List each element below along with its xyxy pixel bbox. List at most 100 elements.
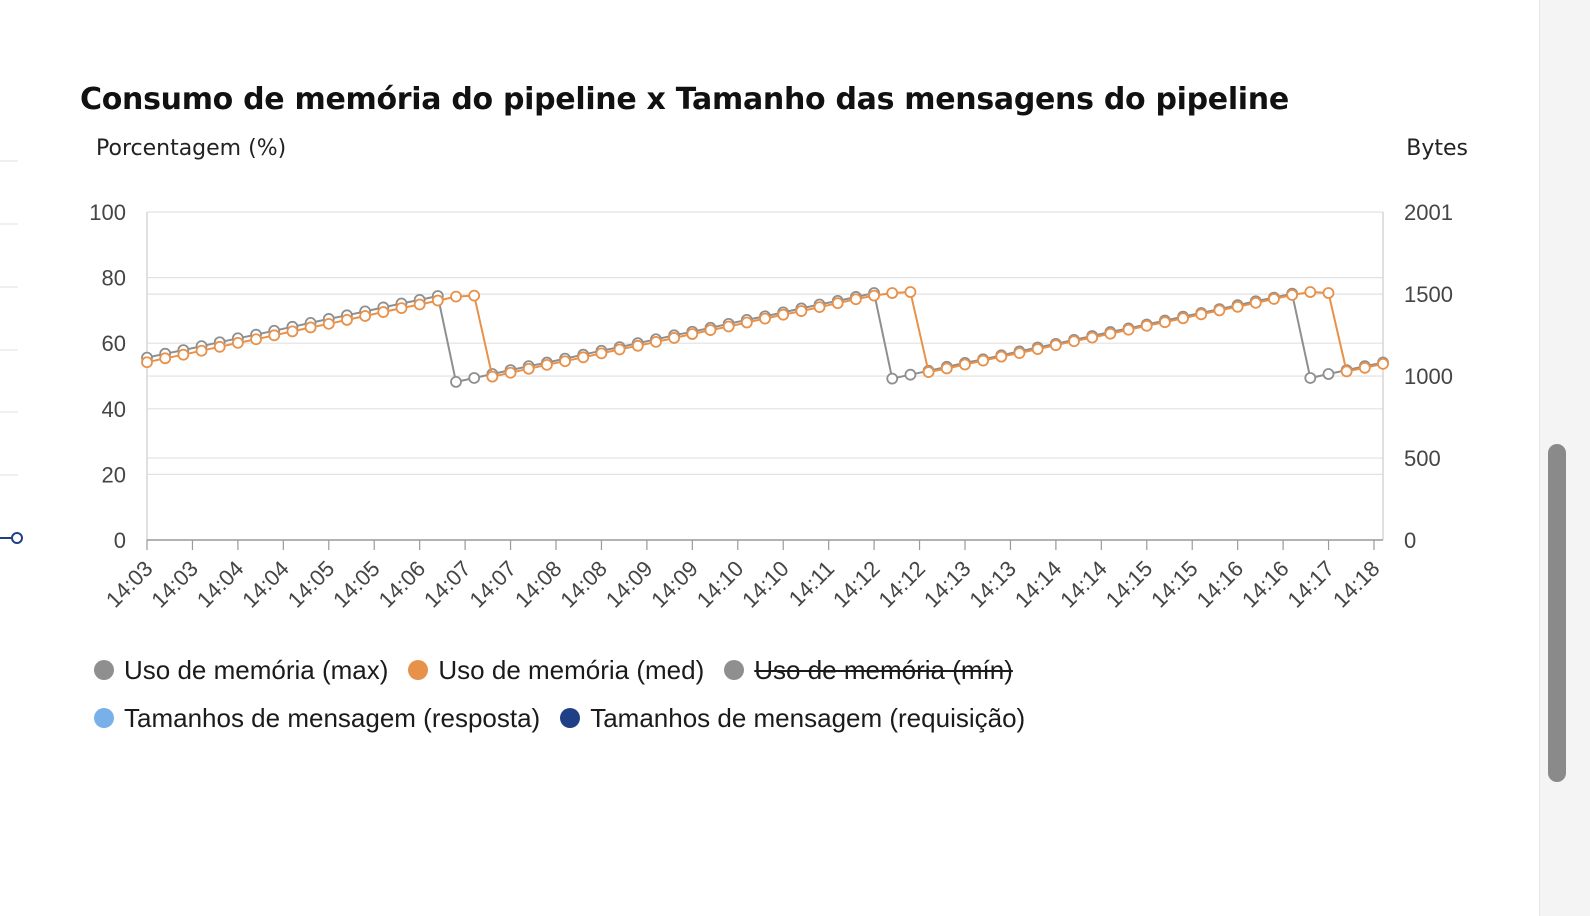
y-right-tick-label: 1000 — [1404, 364, 1453, 389]
series-point-1 — [1213, 304, 1226, 317]
x-tick-label: 14:11 — [784, 556, 839, 611]
chart-title: Consumo de memória do pipeline x Tamanho… — [80, 82, 1289, 117]
legend-item-memory-med[interactable]: Uso de memória (med) — [408, 655, 704, 686]
series-point-1 — [250, 333, 262, 346]
series-point-1 — [359, 310, 372, 322]
series-point-1 — [1158, 316, 1171, 329]
series-point-1 — [504, 366, 517, 379]
series-point-1 — [777, 308, 790, 321]
series-point-1 — [631, 339, 644, 352]
series-point-1 — [395, 302, 408, 315]
series-point-1 — [995, 350, 1008, 363]
x-tick-label: 14:16 — [1237, 556, 1294, 613]
x-tick-label: 14:06 — [374, 556, 431, 613]
series-point-1 — [1249, 296, 1262, 309]
series-point-1 — [159, 352, 172, 365]
series-point-1 — [813, 301, 826, 314]
series-point-1 — [922, 366, 935, 378]
series-point-1 — [1031, 343, 1044, 356]
series-point-1 — [286, 325, 299, 338]
x-tick-label: 14:13 — [964, 556, 1021, 613]
series-point-1 — [940, 362, 953, 375]
legend-item-message-response[interactable]: Tamanhos de mensagem (resposta) — [94, 703, 540, 734]
legend-item-message-request[interactable]: Tamanhos de mensagem (requisição) — [560, 703, 1025, 734]
legend-item-memory-max[interactable]: Uso de memória (max) — [94, 655, 388, 686]
series-lines — [141, 286, 1389, 388]
series-point-1 — [468, 289, 481, 302]
series-point-1 — [977, 354, 990, 367]
series-point-1 — [413, 298, 426, 311]
series-point-1 — [904, 286, 917, 298]
y-axis-left-title: Porcentagem (%) — [96, 136, 287, 161]
series-point-0 — [1322, 368, 1335, 380]
series-point-1 — [1068, 335, 1080, 348]
y-right-tick-label: 1500 — [1404, 282, 1453, 307]
legend-swatch-memory-min — [724, 660, 745, 680]
x-axis-ticks: 14:0314:0314:0414:0414:0514:0514:0614:07… — [101, 540, 1385, 612]
x-tick-label: 14:04 — [237, 556, 294, 613]
series-point-1 — [650, 335, 662, 348]
legend-swatch-message-request — [560, 708, 581, 728]
legend-label-message-request: Tamanhos de mensagem (requisição) — [590, 702, 1026, 733]
x-tick-label: 14:14 — [1055, 556, 1112, 613]
chart-plot: 100 80 60 40 20 0 2001 1500 1000 500 0 14:0314:03… — [89, 200, 1453, 612]
x-tick-label: 14:17 — [1282, 556, 1339, 613]
x-tick-label: 14:08 — [555, 556, 612, 613]
series-point-1 — [831, 297, 844, 310]
legend-swatch-message-response — [94, 708, 114, 728]
adjacent-chart-fragment — [0, 160, 23, 544]
legend-label-memory-min: Uso de memória (mín) — [754, 654, 1013, 685]
gridlines — [147, 211, 1383, 541]
y-right-tick-label: 0 — [1404, 528, 1416, 553]
series-point-1 — [377, 306, 390, 318]
series-point-0 — [468, 372, 481, 384]
y-right-tick-label: 500 — [1404, 446, 1441, 471]
x-tick-label: 14:03 — [146, 556, 203, 613]
series-point-1 — [322, 317, 335, 330]
x-tick-label: 14:12 — [873, 556, 930, 613]
x-tick-label: 14:14 — [1010, 556, 1067, 613]
legend-swatch-memory-max — [94, 660, 114, 680]
series-point-1 — [1231, 300, 1244, 313]
series-point-1 — [1049, 339, 1062, 352]
y-left-tick-label: 40 — [102, 397, 126, 422]
series-point-1 — [868, 289, 880, 302]
legend-row-1: Uso de memória (max) Uso de memória (med… — [94, 646, 1194, 694]
legend-item-memory-min[interactable]: Uso de memória (mín) — [724, 655, 1013, 686]
x-tick-label: 14:13 — [919, 556, 976, 613]
series-point-1 — [959, 358, 971, 371]
y-axis-left-ticks: 100 80 60 40 20 0 — [89, 200, 126, 553]
axes — [146, 212, 1384, 541]
legend-label-message-response: Tamanhos de mensagem (resposta) — [124, 702, 541, 733]
x-tick-label: 14:09 — [646, 556, 703, 613]
x-tick-label: 14:16 — [1192, 556, 1249, 613]
series-point-1 — [141, 356, 153, 369]
y-axis-right-ticks: 2001 1500 1000 500 0 — [1404, 200, 1453, 553]
series-point-1 — [431, 294, 444, 307]
series-point-1 — [1340, 365, 1353, 378]
series-point-1 — [1140, 319, 1153, 332]
series-point-1 — [759, 312, 771, 325]
series-point-0 — [886, 372, 899, 385]
series-point-1 — [231, 336, 244, 349]
series-point-1 — [1104, 327, 1117, 340]
series-point-1 — [1122, 323, 1135, 336]
scrollbar-thumb[interactable] — [1548, 444, 1566, 782]
series-point-1 — [1268, 293, 1280, 305]
series-point-1 — [613, 343, 626, 356]
x-tick-label: 14:04 — [192, 556, 249, 613]
series-point-1 — [1013, 347, 1026, 359]
y-left-tick-label: 20 — [102, 462, 126, 487]
x-tick-label: 14:03 — [101, 556, 158, 613]
legend-swatch-memory-med — [408, 660, 429, 680]
x-tick-label: 14:08 — [510, 556, 567, 613]
x-tick-label: 14:10 — [692, 556, 749, 613]
series-line-1 — [146, 290, 1384, 378]
series-point-1 — [722, 320, 735, 333]
vertical-scrollbar[interactable] — [1539, 0, 1590, 916]
series-point-1 — [486, 370, 499, 383]
series-point-1 — [540, 358, 553, 371]
series-point-1 — [849, 293, 862, 306]
series-point-1 — [740, 316, 753, 329]
series-line-0 — [146, 291, 1384, 384]
